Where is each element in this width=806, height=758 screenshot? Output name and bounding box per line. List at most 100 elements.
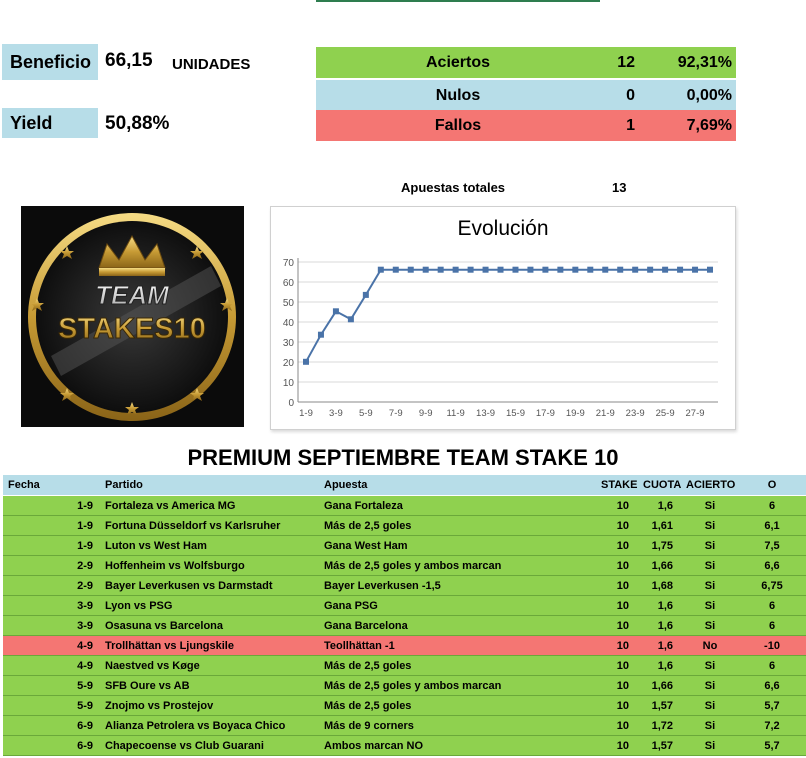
cell-apuesta: Más de 2,5 goles bbox=[324, 660, 412, 672]
stat-pct: 92,31% bbox=[677, 53, 732, 71]
cell-fecha: 1-9 bbox=[77, 520, 93, 532]
data-point bbox=[452, 266, 459, 273]
x-tick-label: 25-9 bbox=[656, 408, 675, 419]
cell-o: 6,6 bbox=[764, 680, 780, 692]
cell-stake: 10 bbox=[616, 500, 629, 512]
y-tick-label: 50 bbox=[283, 298, 295, 309]
data-point bbox=[632, 266, 639, 273]
cell-o: 6 bbox=[768, 600, 776, 612]
data-point bbox=[347, 316, 354, 323]
x-tick-label: 9-9 bbox=[419, 408, 433, 419]
table-row: 3-9 Osasuna vs Barcelona Gana Barcelona … bbox=[3, 616, 806, 636]
cell-fecha: 6-9 bbox=[77, 740, 93, 752]
cell-o: 7,5 bbox=[764, 540, 780, 552]
cell-stake: 10 bbox=[616, 600, 629, 612]
cell-apuesta: Más de 9 corners bbox=[324, 720, 414, 732]
cell-cuota: 1,6 bbox=[657, 640, 673, 652]
table-row: 1-9 Fortuna Düsseldorf vs Karlsruher Más… bbox=[3, 516, 806, 536]
y-tick-label: 20 bbox=[283, 358, 295, 369]
data-point bbox=[542, 266, 549, 273]
data-point bbox=[557, 266, 564, 273]
table-row: 3-9 Lyon vs PSG Gana PSG 10 1,6 Si 6 bbox=[3, 596, 806, 616]
cell-o: 6 bbox=[768, 660, 776, 672]
y-tick-label: 40 bbox=[283, 318, 295, 329]
data-point bbox=[602, 266, 609, 273]
stat-row-fallos: Fallos 1 7,69% bbox=[316, 110, 736, 141]
x-tick-label: 27-9 bbox=[686, 408, 705, 419]
x-tick-label: 15-9 bbox=[506, 408, 525, 419]
table-row: 5-9 Znojmo vs Prostejov Más de 2,5 goles… bbox=[3, 696, 806, 716]
x-tick-label: 19-9 bbox=[566, 408, 585, 419]
cell-acierto: Si bbox=[704, 560, 716, 572]
cell-stake: 10 bbox=[616, 620, 629, 632]
data-point bbox=[303, 358, 309, 365]
x-tick-label: 23-9 bbox=[626, 408, 645, 419]
cell-partido: Osasuna vs Barcelona bbox=[105, 620, 224, 632]
stat-pct: 7,69% bbox=[686, 116, 732, 134]
cell-partido: Bayer Leverkusen vs Darmstadt bbox=[105, 580, 273, 592]
table-row: 5-9 SFB Oure vs AB Más de 2,5 goles y am… bbox=[3, 676, 806, 696]
beneficio-label: Beneficio bbox=[2, 44, 98, 80]
cell-stake: 10 bbox=[616, 560, 629, 572]
cell-acierto: Si bbox=[704, 680, 716, 692]
cell-fecha: 1-9 bbox=[77, 500, 93, 512]
x-tick-label: 7-9 bbox=[389, 408, 403, 419]
cell-acierto: Si bbox=[704, 540, 716, 552]
x-tick-label: 11-9 bbox=[446, 408, 464, 419]
header-partido: Partido bbox=[105, 479, 143, 491]
cell-fecha: 6-9 bbox=[77, 720, 93, 732]
stat-row-aciertos: Aciertos 12 92,31% bbox=[316, 47, 736, 78]
header-fecha: Fecha bbox=[8, 479, 40, 491]
star-icon bbox=[30, 246, 234, 415]
x-tick-label: 21-9 bbox=[596, 408, 615, 419]
table-row: 6-9 Alianza Petrolera vs Boyaca Chico Má… bbox=[3, 716, 806, 736]
data-point bbox=[692, 266, 699, 273]
beneficio-value: 66,15 bbox=[105, 50, 153, 71]
table-row: 4-9 Trollhättan vs Ljungskile Teollhätta… bbox=[3, 636, 806, 656]
y-tick-label: 10 bbox=[283, 378, 295, 389]
table-row: 6-9 Chapecoense vs Club Guarani Ambos ma… bbox=[3, 736, 806, 756]
table-row: 4-9 Naestved vs Køge Más de 2,5 goles 10… bbox=[3, 656, 806, 676]
totals-label: Apuestas totales bbox=[401, 180, 506, 195]
cell-acierto: No bbox=[702, 640, 718, 652]
table-row: 1-9 Luton vs West Ham Gana West Ham 10 1… bbox=[3, 536, 806, 556]
data-point bbox=[512, 266, 519, 273]
logo-graphic: TEAM STAKES10 bbox=[21, 206, 244, 427]
cell-cuota: 1,57 bbox=[651, 700, 673, 712]
cell-cuota: 1,66 bbox=[651, 680, 673, 692]
cell-apuesta: Gana West Ham bbox=[324, 540, 408, 552]
cell-cuota: 1,6 bbox=[657, 620, 673, 632]
cell-o: 5,7 bbox=[764, 740, 780, 752]
beneficio-unit: UNIDADES bbox=[172, 56, 251, 73]
cell-fecha: 3-9 bbox=[77, 620, 93, 632]
evolution-chart: Evolución 0 10 20 30 40 50 60 70 1-9 3-9 5-9 7-9 9-9… bbox=[270, 206, 736, 430]
data-point bbox=[362, 291, 369, 298]
stat-count: 0 bbox=[626, 86, 635, 104]
cell-partido: Luton vs West Ham bbox=[105, 540, 207, 552]
chart-svg: 0 10 20 30 40 50 60 70 1-9 3-9 5-9 7-9 9-9 11-9 13-9 15… bbox=[283, 258, 718, 419]
page-title: PREMIUM SEPTIEMBRE TEAM STAKE 10 bbox=[187, 445, 619, 470]
cell-acierto: Si bbox=[704, 660, 716, 672]
data-point bbox=[467, 266, 474, 273]
data-point bbox=[617, 266, 624, 273]
cell-stake: 10 bbox=[616, 640, 629, 652]
cell-partido: Chapecoense vs Club Guarani bbox=[105, 740, 264, 752]
cell-fecha: 4-9 bbox=[77, 640, 93, 652]
data-point bbox=[662, 266, 669, 273]
data-point bbox=[677, 266, 684, 273]
cell-stake: 10 bbox=[616, 580, 629, 592]
cell-cuota: 1,6 bbox=[657, 600, 673, 612]
x-tick-label: 13-9 bbox=[476, 408, 495, 419]
stat-label: Fallos bbox=[434, 116, 482, 134]
cell-fecha: 2-9 bbox=[77, 580, 93, 592]
cell-partido: SFB Oure vs AB bbox=[105, 680, 190, 692]
y-tick-label: 60 bbox=[283, 278, 295, 289]
cell-apuesta: Más de 2,5 goles bbox=[324, 700, 412, 712]
cell-apuesta: Más de 2,5 goles y ambos marcan bbox=[324, 560, 502, 572]
cell-stake: 10 bbox=[616, 680, 629, 692]
cell-acierto: Si bbox=[704, 500, 716, 512]
data-point bbox=[527, 266, 534, 273]
cell-fecha: 4-9 bbox=[77, 660, 93, 672]
cell-partido: Hoffenheim vs Wolfsburgo bbox=[105, 560, 245, 572]
cell-cuota: 1,66 bbox=[651, 560, 673, 572]
